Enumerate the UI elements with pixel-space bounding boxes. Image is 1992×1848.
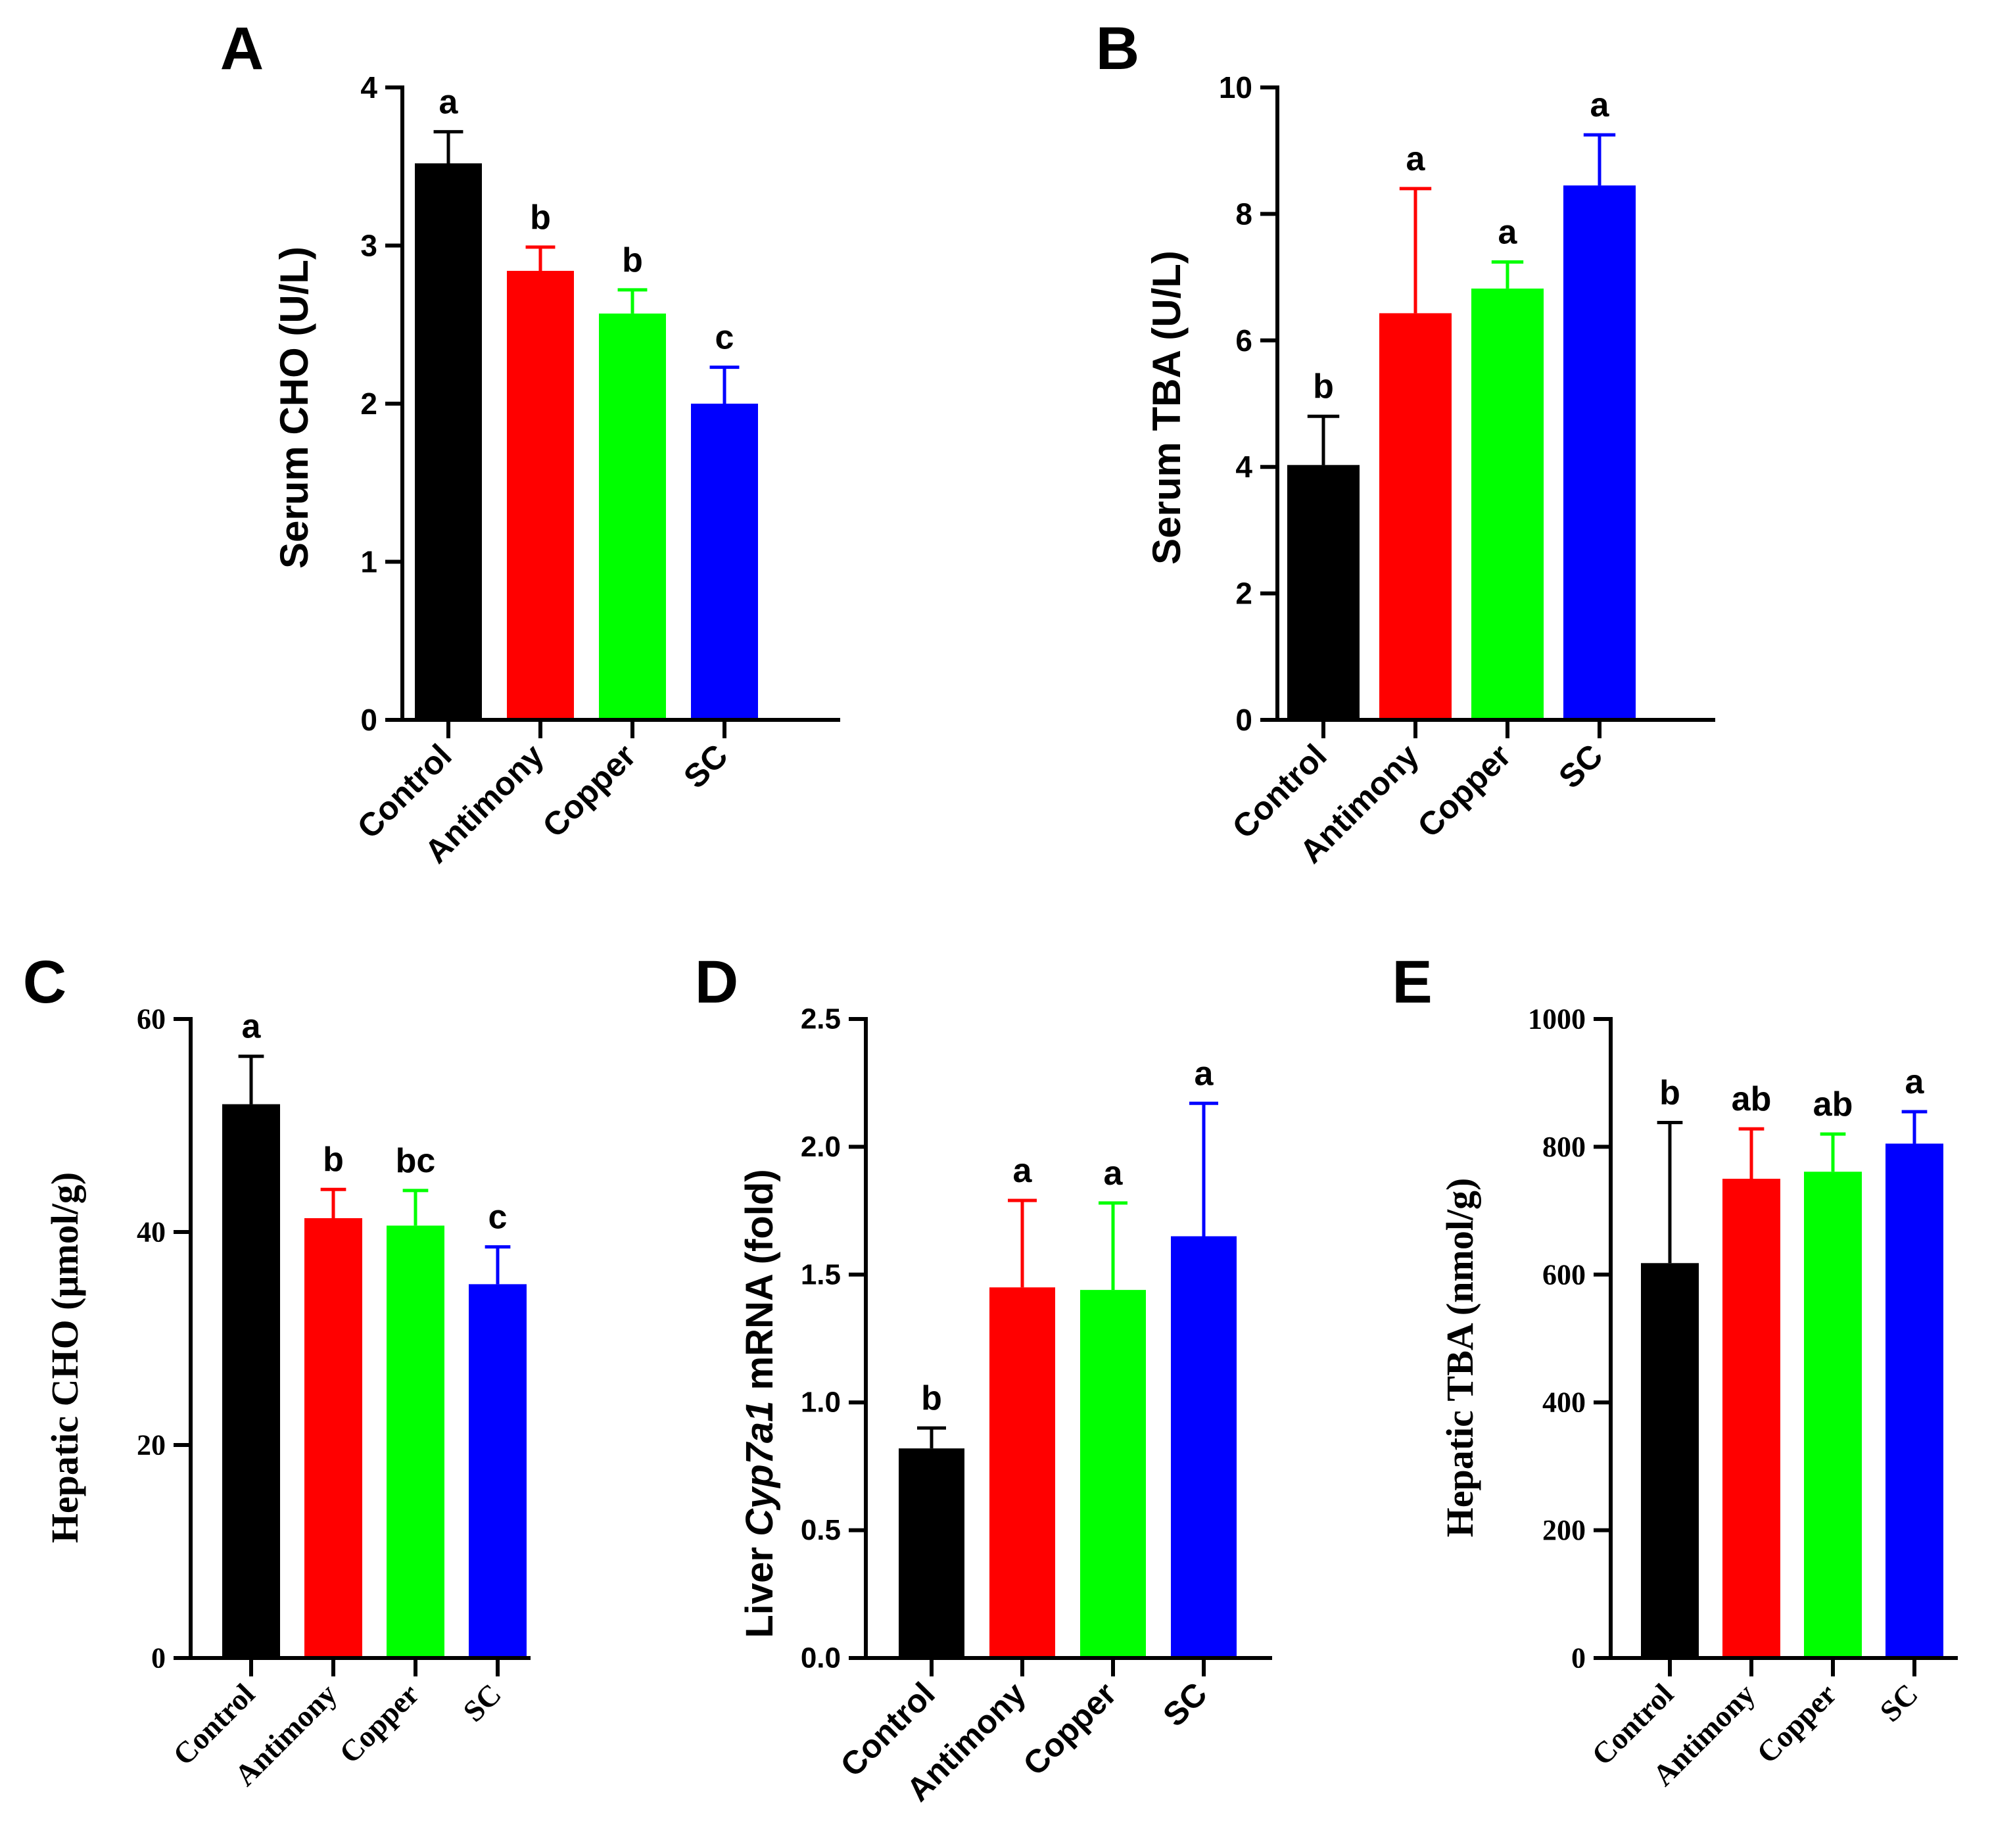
panel-d-significance-sc: a bbox=[1195, 1054, 1214, 1093]
panel-c-bar-antimony bbox=[304, 1218, 362, 1658]
panel-b-y-tick-label: 0 bbox=[1235, 703, 1252, 737]
panel-e-y-tick-label: 400 bbox=[1542, 1386, 1586, 1419]
panel-c-bars: a b bc c bbox=[222, 1008, 527, 1658]
panel-d-y-tick-label: 1.5 bbox=[801, 1258, 841, 1291]
panel-e-axes bbox=[1609, 1017, 1958, 1660]
panel-c-y-tick-label: 60 bbox=[137, 1003, 166, 1035]
panel-e-significance-control: b bbox=[1659, 1074, 1680, 1112]
panel-a-y-axis-title: Serum CHO (U/L) bbox=[272, 247, 316, 569]
panel-e-bar-sc bbox=[1885, 1143, 1943, 1658]
panel-b-y-tick-label: 8 bbox=[1235, 197, 1252, 231]
panel-c-bar-control bbox=[222, 1104, 280, 1658]
panel-b-significance-sc: a bbox=[1590, 86, 1610, 124]
panel-c-bar-sc bbox=[469, 1284, 527, 1658]
panel-c-significance-control: a bbox=[242, 1008, 262, 1046]
panel-e-y-tick-label: 0 bbox=[1571, 1642, 1586, 1674]
panel-b-bar-antimony bbox=[1379, 313, 1452, 721]
panel-c-label: C bbox=[23, 949, 66, 1016]
panel-c-y-axis-title: Hepatic CHO (μmol/g) bbox=[43, 1172, 86, 1543]
panel-e-significance-sc: a bbox=[1905, 1063, 1925, 1101]
panel-a-significance-antimony: b bbox=[530, 199, 551, 237]
panel-d-y-axis-title-gene: Cyp7a1 bbox=[738, 1401, 781, 1536]
panel-e-y-axis-title: Hepatic TBA (nmol/g) bbox=[1438, 1178, 1481, 1538]
panel-a-y-tick-label: 2 bbox=[360, 387, 377, 421]
panel-d-y-tick-label: 0.0 bbox=[801, 1642, 841, 1674]
panel-c-bar-copper bbox=[387, 1225, 444, 1658]
panel-d-bar-control bbox=[899, 1448, 964, 1658]
panel-d-y-tick-label: 1.0 bbox=[801, 1386, 841, 1419]
panel-d-significance-control: b bbox=[921, 1379, 942, 1417]
panel-b-y-tick-label: 4 bbox=[1235, 450, 1252, 484]
panel-b-y-tick-label: 10 bbox=[1219, 70, 1252, 105]
panel-a-label: A bbox=[220, 15, 264, 82]
panel-d-bar-sc bbox=[1171, 1236, 1237, 1658]
panel-e-bar-antimony bbox=[1722, 1179, 1780, 1658]
panel-b-bar-sc bbox=[1563, 185, 1636, 720]
panel-d-y-axis-title-prefix: Liver bbox=[738, 1536, 781, 1638]
panel-e-label: E bbox=[1392, 949, 1432, 1016]
panel-c-significance-sc: c bbox=[488, 1198, 508, 1237]
panel-d-significance-antimony: a bbox=[1013, 1152, 1033, 1190]
panel-a-significance-copper: b bbox=[622, 241, 643, 279]
panel-d-y-axis-title-suffix: mRNA (fold) bbox=[738, 1169, 781, 1400]
panel-c-significance-copper: bc bbox=[396, 1142, 436, 1180]
panel-e-y-tick-label: 200 bbox=[1542, 1514, 1586, 1546]
panel-a-y-ticks: 0 1 2 3 4 bbox=[360, 70, 402, 737]
panel-d-y-tick-label: 2.0 bbox=[801, 1131, 841, 1163]
panel-e-y-ticks: 0 200 400 600 800 1000 bbox=[1528, 1003, 1611, 1674]
panel-b-significance-copper: a bbox=[1498, 214, 1518, 252]
panel-e-bar-copper bbox=[1804, 1172, 1862, 1658]
panel-a-y-tick-label: 4 bbox=[360, 70, 377, 105]
panel-b-bars: b a a a bbox=[1287, 86, 1636, 721]
panel-b-axes bbox=[1275, 85, 1715, 722]
panel-a-bar-copper bbox=[599, 313, 666, 720]
panel-a-significance-control: a bbox=[439, 83, 459, 121]
panel-b-bar-control bbox=[1287, 465, 1360, 720]
panel-a-y-tick-label: 3 bbox=[360, 229, 377, 263]
panel-d-bars: b a a a bbox=[899, 1054, 1237, 1658]
panel-c-axes bbox=[189, 1017, 531, 1660]
panel-e-significance-antimony: ab bbox=[1732, 1080, 1772, 1118]
panel-d-y-ticks: 0.0 0.5 1.0 1.5 2.0 2.5 bbox=[801, 1003, 866, 1674]
panel-a-bars: a b b c bbox=[415, 83, 758, 721]
panel-e-bar-control bbox=[1641, 1263, 1699, 1658]
panel-b-y-ticks: 0 2 4 6 8 10 bbox=[1219, 70, 1277, 737]
panel-c-y-tick-label: 0 bbox=[151, 1642, 166, 1674]
panel-c-y-tick-label: 20 bbox=[137, 1429, 166, 1461]
panel-b-y-tick-label: 6 bbox=[1235, 323, 1252, 358]
panel-d-bar-antimony bbox=[989, 1287, 1055, 1658]
panel-a-axes bbox=[400, 85, 840, 722]
panel-e-y-tick-label: 1000 bbox=[1528, 1003, 1586, 1035]
panel-d-y-tick-label: 0.5 bbox=[801, 1514, 841, 1546]
panel-b-y-axis-title: Serum TBA (U/L) bbox=[1145, 250, 1189, 565]
panel-a-bar-control bbox=[415, 163, 482, 720]
panel-a-bar-antimony bbox=[507, 270, 574, 721]
panel-e-bars: b ab ab a bbox=[1641, 1063, 1943, 1658]
panel-e-y-tick-label: 800 bbox=[1542, 1131, 1586, 1163]
panel-d-y-tick-label: 2.5 bbox=[801, 1003, 841, 1035]
panel-b-bar-copper bbox=[1471, 288, 1544, 720]
panel-c-significance-antimony: b bbox=[323, 1141, 344, 1179]
panel-d-y-axis-title: Liver Cyp7a1 mRNA (fold) bbox=[738, 1169, 781, 1638]
panel-e-y-tick-label: 600 bbox=[1542, 1258, 1586, 1291]
panel-d-bar-copper bbox=[1080, 1290, 1146, 1658]
panel-c-y-tick-label: 40 bbox=[137, 1216, 166, 1248]
panel-c-y-ticks: 0 20 40 60 bbox=[137, 1003, 191, 1674]
panel-b-significance-antimony: a bbox=[1406, 140, 1426, 178]
panel-b-y-tick-label: 2 bbox=[1235, 577, 1252, 611]
panel-a-significance-sc: c bbox=[715, 319, 734, 357]
panel-e-significance-copper: ab bbox=[1813, 1085, 1853, 1124]
panel-a-bar-sc bbox=[691, 404, 758, 720]
panel-a-y-tick-label: 1 bbox=[360, 545, 377, 579]
panel-b-label: B bbox=[1096, 15, 1139, 82]
panel-d-significance-copper: a bbox=[1104, 1154, 1124, 1193]
panel-a-y-tick-label: 0 bbox=[360, 703, 377, 737]
panel-d-label: D bbox=[695, 949, 738, 1016]
panel-b-significance-control: b bbox=[1313, 367, 1334, 406]
